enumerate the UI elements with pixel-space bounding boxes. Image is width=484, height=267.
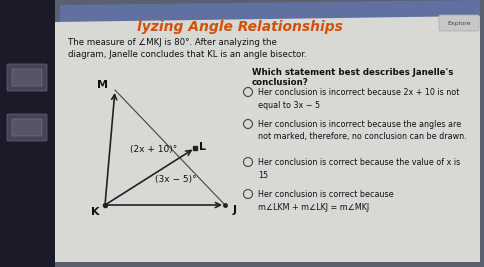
- Text: K: K: [91, 207, 99, 217]
- Text: The measure of ∠MKJ is 80°. After analyzing the: The measure of ∠MKJ is 80°. After analyz…: [68, 38, 276, 47]
- Text: (3x − 5)°: (3x − 5)°: [155, 175, 196, 184]
- FancyBboxPatch shape: [7, 114, 47, 141]
- Text: Her conclusion is incorrect because the angles are
not marked, therefore, no con: Her conclusion is incorrect because the …: [257, 120, 466, 142]
- FancyBboxPatch shape: [7, 64, 47, 91]
- Text: M: M: [97, 80, 108, 90]
- Text: Her conclusion is incorrect because 2x + 10 is not
equal to 3x − 5: Her conclusion is incorrect because 2x +…: [257, 88, 458, 109]
- Bar: [55, 0, 484, 267]
- Bar: [12, 69, 42, 86]
- Text: diagram, Janelle concludes that KL is an angle bisector.: diagram, Janelle concludes that KL is an…: [68, 50, 306, 59]
- Text: Which statement best describes Janelle's conclusion?: Which statement best describes Janelle's…: [252, 68, 453, 87]
- Bar: [0, 0, 55, 267]
- Bar: [12, 119, 42, 136]
- Text: Her conclusion is correct because
m∠LKM + m∠LKJ = m∠MKJ: Her conclusion is correct because m∠LKM …: [257, 190, 393, 211]
- Text: Her conclusion is correct because the value of x is
15: Her conclusion is correct because the va…: [257, 158, 459, 179]
- Polygon shape: [60, 0, 479, 28]
- Text: J: J: [232, 205, 237, 215]
- Polygon shape: [55, 16, 479, 262]
- Text: Explore: Explore: [446, 22, 470, 26]
- FancyBboxPatch shape: [438, 15, 478, 31]
- Text: (2x + 10)°: (2x + 10)°: [130, 145, 177, 154]
- Text: lyzing Angle Relationships: lyzing Angle Relationships: [137, 20, 342, 34]
- Text: L: L: [199, 142, 206, 152]
